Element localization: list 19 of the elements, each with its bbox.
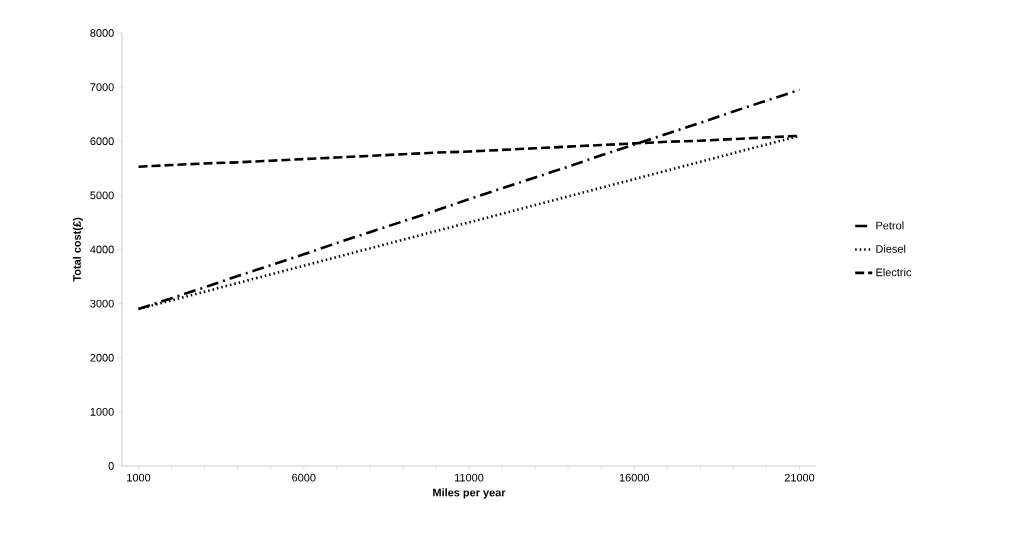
x-axis-title: Miles per year	[433, 488, 506, 499]
y-tick-label: 7000	[90, 83, 114, 91]
y-tick-label: 1000	[90, 407, 114, 416]
x-tick-label: 1000	[127, 473, 151, 482]
legend-label: Electric	[876, 268, 912, 277]
y-tick-label: 6000	[90, 137, 114, 146]
x-tick-label: 21000	[784, 473, 815, 482]
y-tick-label: 5000	[90, 191, 114, 200]
y-axis-title: Total cost(£)	[72, 217, 84, 282]
y-tick-label: 0	[108, 462, 114, 470]
x-tick-label: 6000	[292, 473, 316, 482]
y-tick-label: 8000	[90, 29, 114, 37]
x-tick-label: 11000	[455, 473, 484, 482]
x-tick-label: 16000	[619, 473, 650, 482]
y-tick-label: 2000	[90, 353, 114, 362]
legend-label: Petrol	[876, 221, 904, 230]
y-tick-label: 4000	[90, 245, 114, 254]
legend-label: Diesel	[876, 244, 906, 253]
y-tick-label: 3000	[90, 299, 114, 308]
